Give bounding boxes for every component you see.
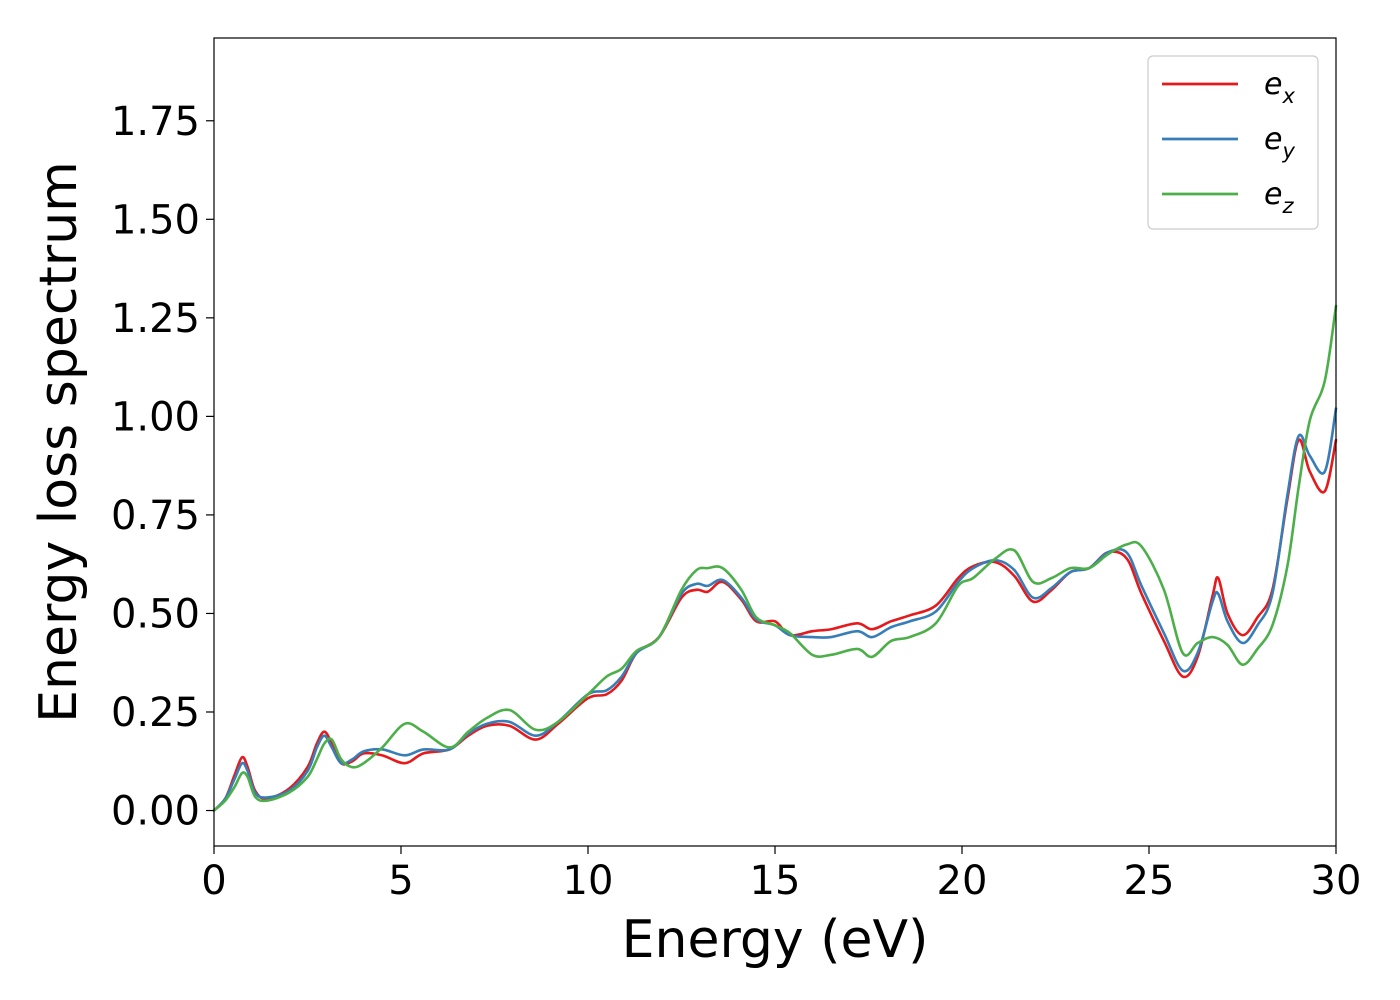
x-tick-label: 15	[750, 858, 801, 904]
legend-box	[1147, 55, 1319, 230]
y-tick-label: 1.50	[111, 197, 200, 243]
y-tick-label: 0.50	[111, 591, 200, 637]
x-tick-label: 20	[937, 858, 988, 904]
y-axis: 0.00 0.25 0.50 0.75 1.00 1.25 1.50 1.75	[111, 99, 214, 835]
legend-label-ex: ex	[1264, 67, 1295, 108]
y-tick-label: 0.75	[111, 493, 200, 539]
plot-frame	[213, 37, 1337, 847]
x-tick-label: 30	[1311, 858, 1362, 904]
x-tick-label: 5	[388, 858, 413, 904]
legend: ex ey ez	[1147, 55, 1319, 230]
legend-label-ey: ey	[1264, 122, 1295, 163]
series-line-ey	[212, 407, 1338, 812]
x-axis-title: Energy (eV)	[622, 910, 929, 970]
y-tick-label: 0.00	[111, 789, 200, 835]
y-axis-title: Energy loss spectrum	[29, 161, 89, 723]
x-tick-label: 10	[563, 858, 614, 904]
y-tick-label: 1.00	[111, 394, 200, 440]
legend-label-ez: ez	[1264, 177, 1294, 218]
y-tick-label: 0.25	[111, 690, 200, 736]
x-axis: 0 5 10 15 20 25 30	[201, 846, 1361, 904]
series-layer	[212, 304, 1338, 812]
series-line-ez	[212, 304, 1338, 812]
y-tick-label: 1.25	[111, 296, 200, 342]
x-tick-label: 25	[1124, 858, 1175, 904]
x-tick-label: 0	[201, 858, 226, 904]
y-tick-label: 1.75	[111, 99, 200, 145]
